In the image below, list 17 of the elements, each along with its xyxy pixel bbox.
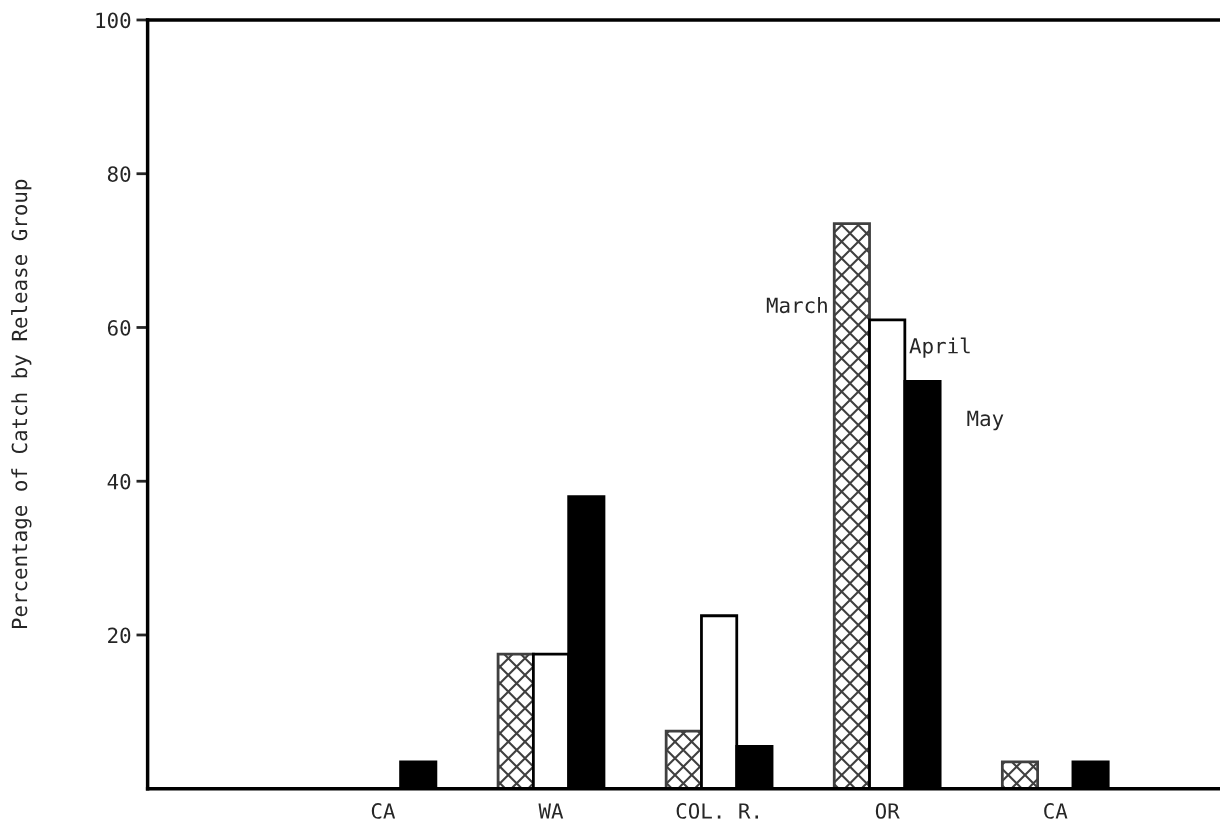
- bar: [832, 222, 871, 789]
- y-tick-label: 60: [107, 319, 131, 336]
- y-tick-label: 100: [96, 12, 131, 29]
- bar: [496, 652, 535, 789]
- x-tick-label: CA: [1044, 803, 1068, 819]
- series-label: May: [967, 410, 1004, 431]
- y-tick-label: 40: [107, 473, 131, 490]
- y-tick-label: 80: [107, 166, 131, 182]
- x-tick-label: WA: [538, 803, 564, 819]
- series-label: April: [909, 337, 970, 358]
- series-label: March: [766, 297, 827, 314]
- y-tick-label: 20: [108, 627, 131, 644]
- y-axis-title: Percentage of Catch by Release Group: [11, 179, 32, 629]
- x-tick-label: OR: [875, 803, 900, 819]
- x-tick-label: COL. R.: [676, 803, 759, 819]
- x-tick-label: CA: [371, 803, 396, 819]
- bar: [1000, 760, 1040, 789]
